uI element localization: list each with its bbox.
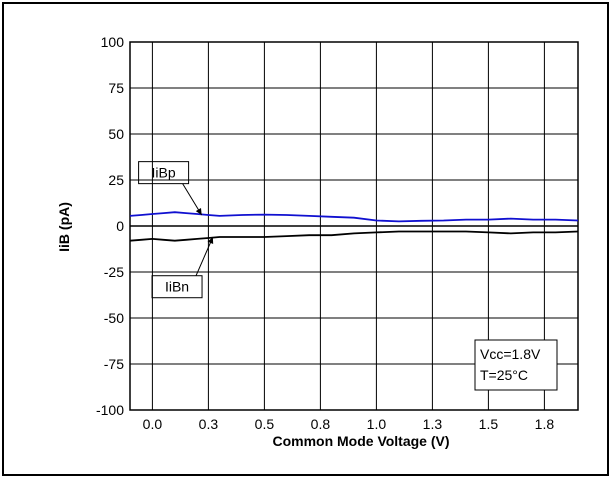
conditions-text: T=25°C [480, 367, 528, 383]
figure-frame [2, 2, 609, 476]
series-callout-arrow [195, 236, 214, 276]
x-tick-label: 1.8 [535, 416, 555, 432]
x-tick-label: 1.5 [479, 416, 499, 432]
series-callout: IiBp [138, 161, 203, 216]
y-axis-title: IiB (pA) [56, 202, 72, 252]
plot-border [129, 41, 579, 411]
arrowhead-icon [195, 207, 202, 215]
tick-labels: 100 75 50 25 0 -25 -50 -75 -100 0.0 0.3 0.5 0.8 1.0 1.… [96, 34, 554, 432]
y-tick-label: -25 [104, 264, 124, 280]
x-axis-title: Common Mode Voltage (V) [272, 433, 449, 449]
series-callout-box [151, 275, 203, 299]
series-callout-label: IiBp [152, 165, 176, 181]
series-callout: IiBn [151, 236, 214, 299]
y-tick-label: 0 [116, 218, 124, 234]
x-tick-label: 0.8 [311, 416, 331, 432]
x-tick-label: 0.0 [143, 416, 163, 432]
x-tick-label: 1.0 [367, 416, 387, 432]
series-line-iibp [129, 211, 579, 223]
y-tick-label: 75 [108, 80, 124, 96]
plot-area-border [129, 41, 579, 411]
y-tick-label: -100 [96, 402, 124, 418]
x-tick-label: 1.3 [423, 416, 443, 432]
series-callout-box [138, 161, 190, 185]
series-line-iibn [129, 230, 579, 242]
series-callout-label: IiBn [165, 279, 189, 295]
conditions-box-border [474, 339, 558, 391]
y-tick-label: 100 [101, 34, 125, 50]
conditions-text: Vcc=1.8V [480, 346, 541, 362]
arrowhead-icon [207, 237, 214, 245]
y-tick-label: -75 [104, 356, 124, 372]
y-tick-label: 25 [108, 172, 124, 188]
y-tick-label: -50 [104, 310, 124, 326]
annotations: IiBp IiBn Vcc=1.8V T=25°C [138, 161, 558, 391]
conditions-box: Vcc=1.8V T=25°C [474, 339, 558, 391]
y-tick-label: 50 [108, 126, 124, 142]
x-tick-label: 0.3 [199, 416, 219, 432]
series-lines [129, 211, 579, 242]
x-tick-label: 0.5 [255, 416, 275, 432]
